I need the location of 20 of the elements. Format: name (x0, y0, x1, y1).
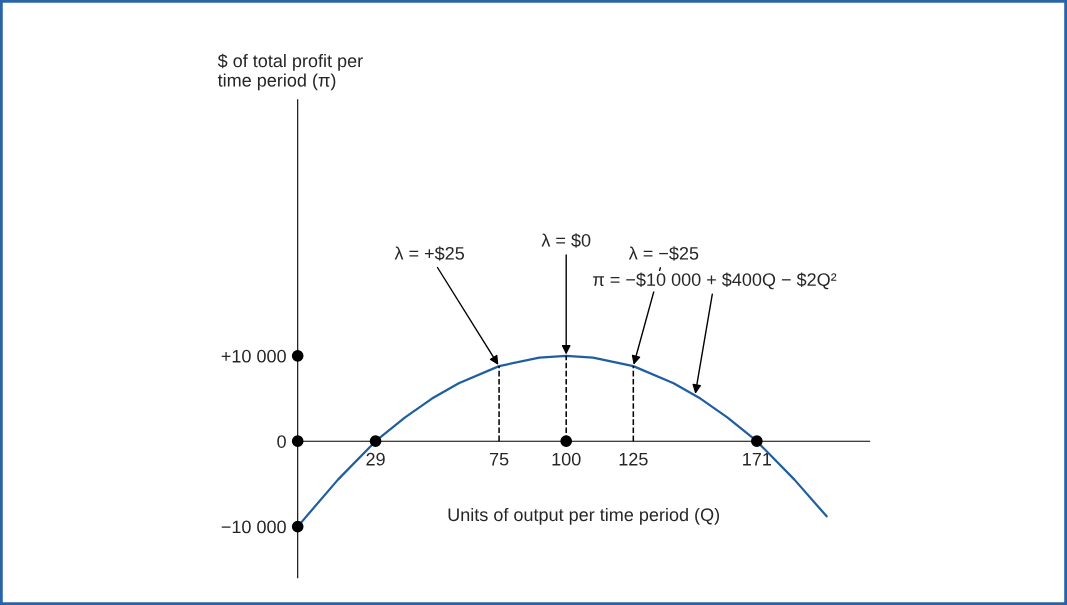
annotation: π = −$10 000 + $400Q − $2Q² (593, 272, 837, 290)
annotation: λ = −$25 (628, 246, 699, 261)
x-tick-label: 125 (619, 452, 648, 466)
point (750, 435, 763, 448)
point (369, 435, 382, 448)
annotation: λ = +$25 (394, 246, 465, 261)
point (291, 520, 304, 533)
x-tick-label: 171 (743, 452, 772, 466)
x-tick-label: 29 (366, 452, 385, 466)
y-tick-label: −10 000 (221, 520, 286, 534)
point (560, 435, 573, 448)
y-axis-title: $ of total profit per time period (π) (217, 53, 363, 91)
y-tick-label: +10 000 (221, 349, 286, 363)
point (291, 435, 304, 448)
x-tick-label: 100 (552, 452, 581, 466)
x-tick-label: 75 (489, 452, 509, 466)
y-tick-label: 0 (277, 435, 286, 448)
x-axis-title: Units of output per time period (Q) (448, 507, 720, 525)
annotation: λ = $0 (541, 233, 591, 248)
point (291, 350, 304, 362)
